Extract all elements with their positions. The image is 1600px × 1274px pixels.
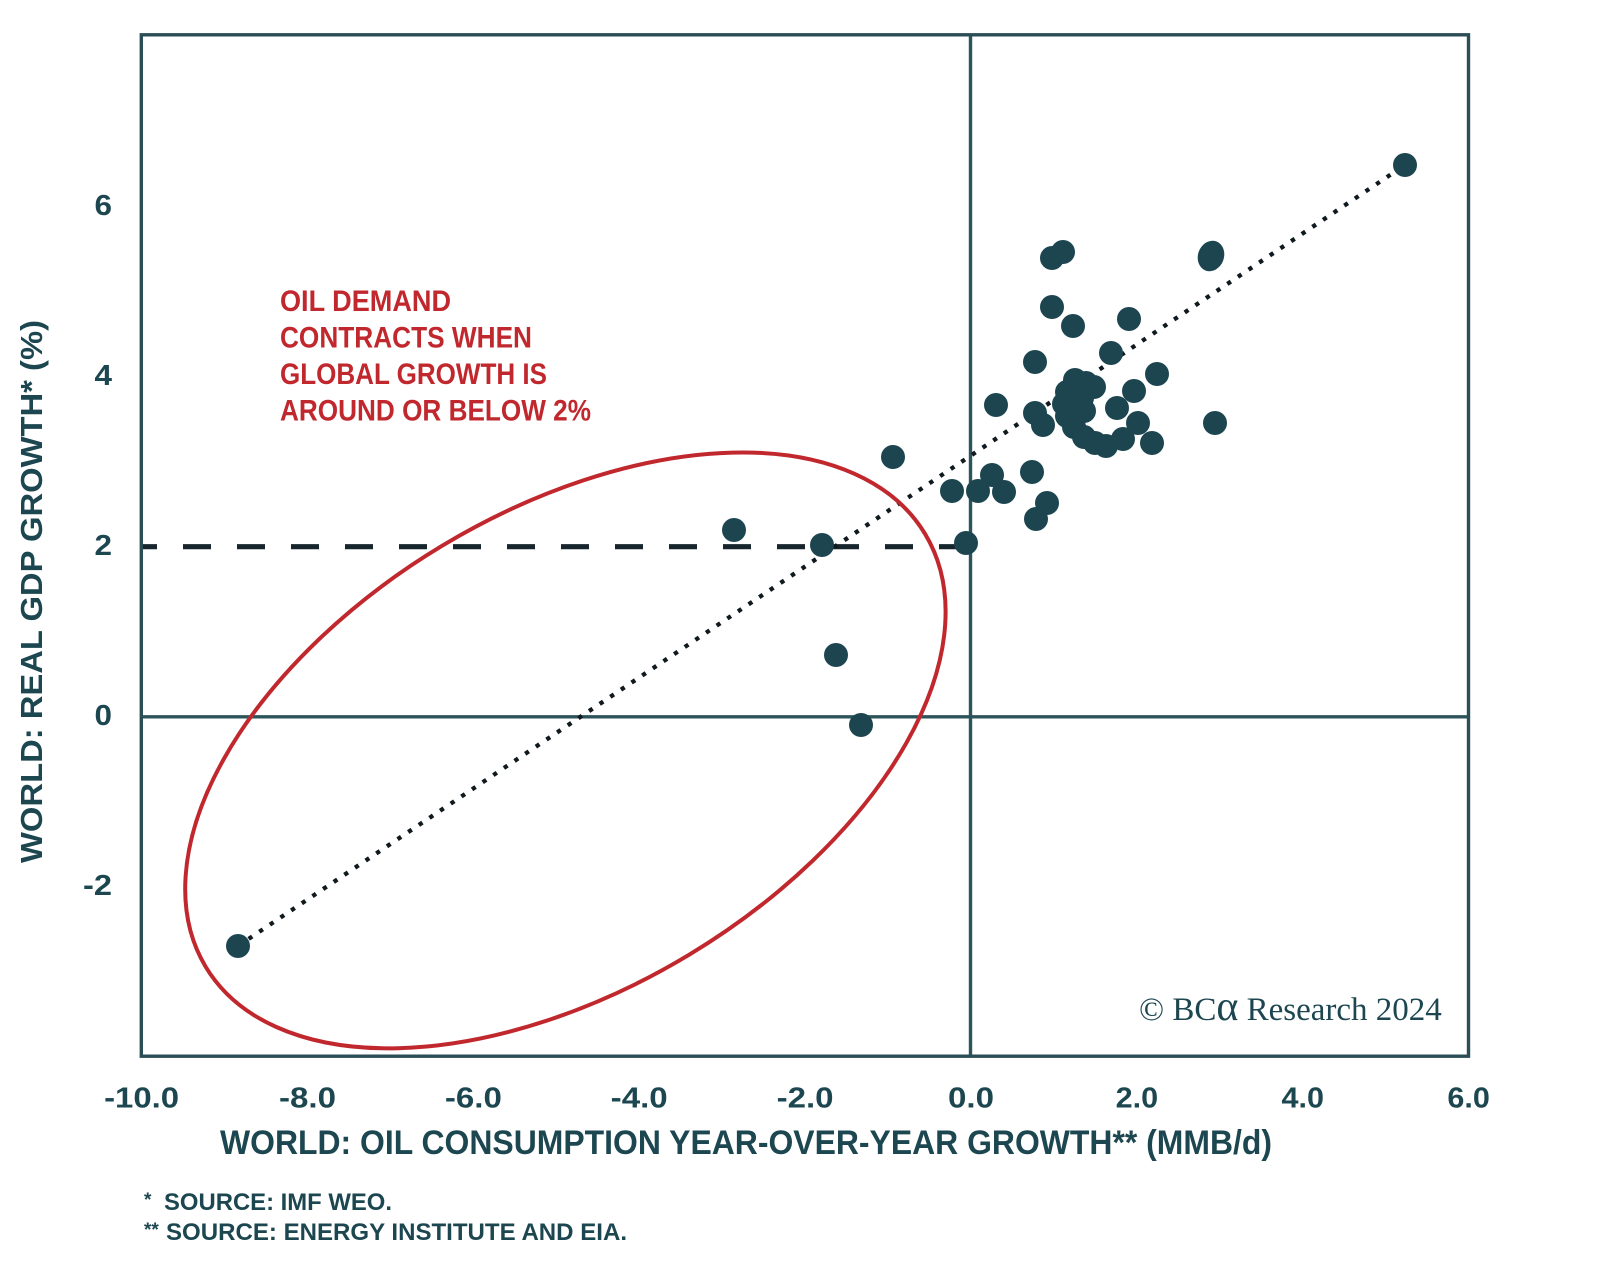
svg-text:CONTRACTS WHEN: CONTRACTS WHEN [280,322,532,355]
svg-text:WORLD: REAL GDP GROWTH* (%): WORLD: REAL GDP GROWTH* (%) [14,320,49,863]
svg-text:6: 6 [95,190,113,222]
svg-text:0.0: 0.0 [948,1083,994,1115]
svg-text:4.0: 4.0 [1282,1083,1325,1115]
svg-text:-8.0: -8.0 [279,1083,336,1115]
svg-text:-2: -2 [83,870,112,902]
svg-text:-6.0: -6.0 [445,1083,502,1115]
svg-text:*: * [144,1190,152,1211]
svg-text:0: 0 [95,700,113,732]
svg-text:4: 4 [95,360,113,392]
svg-text:**: ** [144,1220,159,1241]
svg-text:WORLD: OIL CONSUMPTION YEAR-OV: WORLD: OIL CONSUMPTION YEAR-OVER-YEAR GR… [220,1124,1272,1162]
svg-text:6.0: 6.0 [1447,1083,1490,1115]
svg-text:SOURCE: IMF WEO.: SOURCE: IMF WEO. [164,1189,392,1216]
svg-text:-2.0: -2.0 [777,1083,834,1115]
svg-text:2.0: 2.0 [1116,1083,1159,1115]
svg-text:© BCα Research 2024: © BCα Research 2024 [1139,984,1442,1030]
svg-text:SOURCE: ENERGY INSTITUTE AND E: SOURCE: ENERGY INSTITUTE AND EIA. [166,1219,627,1246]
svg-text:2: 2 [95,530,113,562]
svg-text:GLOBAL GROWTH IS: GLOBAL GROWTH IS [280,358,547,391]
svg-text:OIL DEMAND: OIL DEMAND [280,285,451,318]
svg-text:-10.0: -10.0 [104,1083,179,1115]
svg-text:-4.0: -4.0 [611,1083,668,1115]
svg-text:AROUND OR BELOW 2%: AROUND OR BELOW 2% [280,395,591,428]
